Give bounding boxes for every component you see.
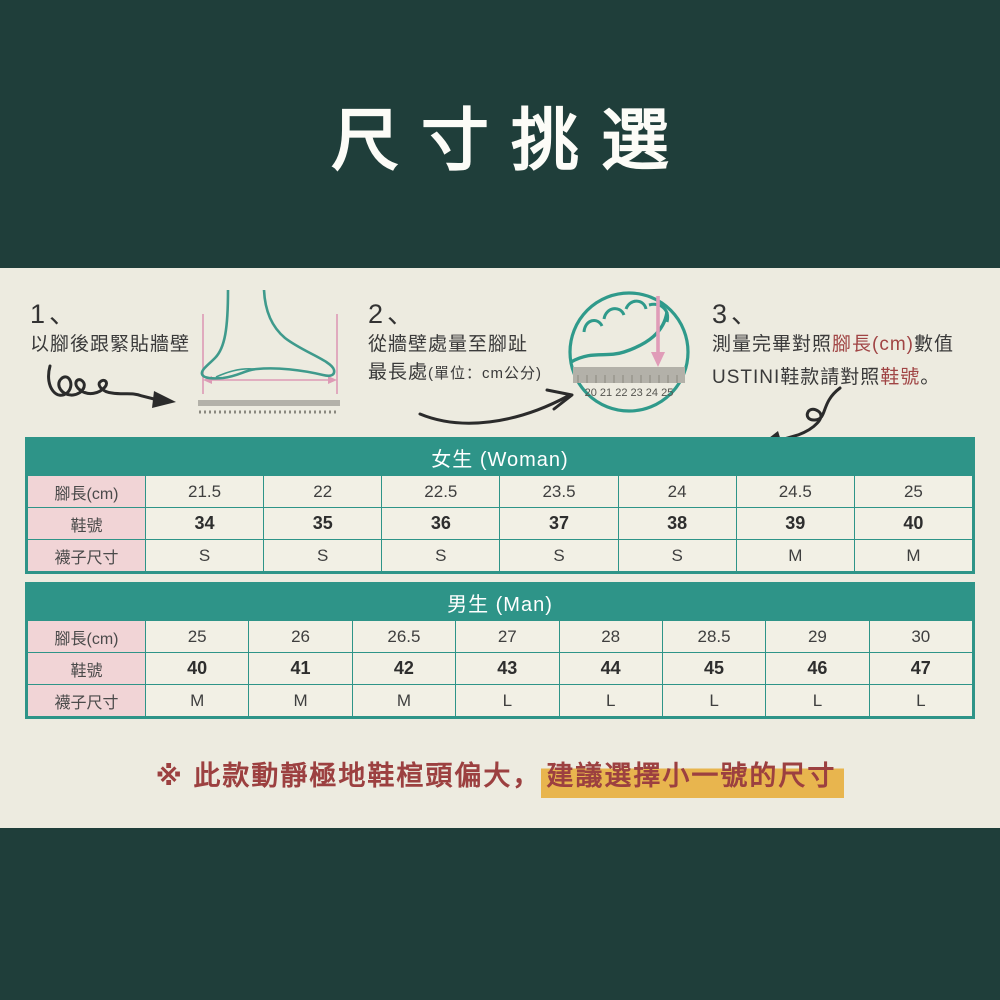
woman-table-body: 腳長(cm) 21.5 22 22.5 23.5 24 24.5 25 鞋號 34 35 36 37 38… (27, 475, 974, 572)
ruler-numbers: 20 21 22 23 24 25 (585, 387, 674, 399)
table-row: 襪子尺寸 M M M L L L L L (27, 684, 974, 717)
ruler-zoom-illustration: 20 21 22 23 24 25 (568, 291, 690, 413)
step-3-line1-post: 數值 (914, 334, 955, 355)
value-cell: 42 (351, 652, 457, 685)
value-cell: L (765, 684, 870, 717)
value-cell: 39 (735, 507, 855, 540)
man-table-grid: 腳長(cm) 25 26 26.5 27 28 28.5 29 30 鞋號 40 41 42 43 44 45… (27, 620, 974, 717)
man-size-table: 男生 (Man) 腳長(cm) 25 26 26.5 27 28 28.5 29 30 鞋號 40 4… (25, 582, 975, 719)
row-label: 鞋號 (27, 652, 146, 685)
step-3-line1-red: 腳長(cm) (832, 334, 914, 355)
step-3-line1: 測量完畢對照腳長(cm)數值 (712, 331, 954, 359)
value-cell: L (558, 684, 663, 717)
value-cell: S (263, 539, 383, 572)
value-cell: 22 (263, 475, 383, 508)
value-cell: 29 (765, 620, 870, 653)
table-row: 襪子尺寸 S S S S S M M (27, 539, 974, 572)
table-row: 腳長(cm) 21.5 22 22.5 23.5 24 24.5 25 (27, 475, 974, 508)
value-cell: 47 (868, 652, 974, 685)
value-cell: 37 (499, 507, 619, 540)
step-2: 2、 從牆壁處量至腳趾 最長處(單位：cm公分) (368, 292, 542, 388)
value-cell: 24 (617, 475, 737, 508)
value-cell: 26 (248, 620, 353, 653)
step-1-number: 1、 (30, 299, 81, 329)
value-cell: 36 (381, 507, 501, 540)
step-2-line2: 最長處(單位：cm公分) (368, 359, 542, 388)
value-cell: 25 (853, 475, 974, 508)
step-1-text: 以腳後跟緊貼牆壁 (30, 334, 191, 355)
value-cell: 23.5 (499, 475, 619, 508)
top-banner: 尺寸挑選 (0, 0, 1000, 268)
value-cell: 34 (144, 507, 265, 540)
value-cell: 28 (558, 620, 663, 653)
table-row: 鞋號 34 35 36 37 38 39 40 (27, 507, 974, 540)
bottom-band (0, 828, 1000, 1000)
step-2-line1: 從牆壁處量至腳趾 (368, 334, 529, 355)
step-3: 3、 測量完畢對照腳長(cm)數值 USTINI鞋款請對照鞋號。 (712, 292, 954, 392)
row-label: 襪子尺寸 (27, 684, 146, 717)
value-cell: 43 (455, 652, 560, 685)
size-note-text: ※ 此款動靜極地鞋楦頭偏大， (155, 761, 542, 791)
step-2-line2-note: (單位：cm公分) (428, 365, 543, 382)
size-note: ※ 此款動靜極地鞋楦頭偏大， 建議選擇小一號的尺寸 (0, 754, 1000, 798)
row-label: 襪子尺寸 (27, 539, 146, 572)
step-3-number: 3、 (712, 299, 763, 329)
step-2-number: 2、 (368, 299, 419, 329)
curved-arrow-icon (418, 388, 574, 425)
man-table-title: 男生 (Man) (27, 584, 973, 620)
value-cell: 41 (248, 652, 353, 685)
value-cell: L (661, 684, 767, 717)
value-cell: 24.5 (735, 475, 855, 508)
woman-size-table: 女生 (Woman) 腳長(cm) 21.5 22 22.5 23.5 24 24.5 25 鞋… (25, 437, 975, 574)
value-cell: L (868, 684, 974, 717)
value-cell: 44 (558, 652, 663, 685)
content-panel: 1、 以腳後跟緊貼牆壁 2、 從牆壁處量至腳趾 最長處(單位：cm公分) (0, 268, 1000, 828)
value-cell: 35 (263, 507, 383, 540)
step-3-line2-pre: USTINI鞋款請對照 (712, 367, 881, 388)
value-cell: 28.5 (661, 620, 767, 653)
value-cell: M (248, 684, 353, 717)
woman-table-grid: 腳長(cm) 21.5 22 22.5 23.5 24 24.5 25 鞋號 34 35 36 37 38… (27, 475, 974, 572)
row-label: 腳長(cm) (27, 620, 146, 653)
squiggle-arrow-icon (47, 364, 176, 408)
page-title: 尺寸挑選 (330, 102, 691, 179)
foot-side-illustration (198, 290, 340, 414)
value-cell: S (499, 539, 619, 572)
value-cell: 25 (144, 620, 250, 653)
value-cell: 30 (868, 620, 974, 653)
curly-arrow-icon (761, 386, 842, 444)
value-cell: 27 (455, 620, 560, 653)
value-cell: 46 (765, 652, 870, 685)
value-cell: 38 (617, 507, 737, 540)
value-cell: M (853, 539, 974, 572)
step-2-line2-main: 最長處 (368, 362, 429, 383)
value-cell: M (351, 684, 457, 717)
table-row: 鞋號 40 41 42 43 44 45 46 47 (27, 652, 974, 685)
man-table-body: 腳長(cm) 25 26 26.5 27 28 28.5 29 30 鞋號 40 41 42 43 44 45… (27, 620, 974, 717)
value-cell: M (144, 684, 250, 717)
value-cell: S (617, 539, 737, 572)
value-cell: 40 (853, 507, 974, 540)
value-cell: L (455, 684, 560, 717)
step-3-line2: USTINI鞋款請對照鞋號。 (712, 364, 954, 392)
step-3-line2-post: 。 (920, 367, 941, 388)
value-cell: M (735, 539, 855, 572)
woman-table-title: 女生 (Woman) (27, 439, 973, 475)
row-label: 鞋號 (27, 507, 146, 540)
value-cell: 45 (661, 652, 767, 685)
value-cell: 21.5 (144, 475, 265, 508)
size-note-highlight: 建議選擇小一號的尺寸 (541, 761, 845, 798)
step-3-line1-pre: 測量完畢對照 (712, 334, 833, 355)
value-cell: S (381, 539, 501, 572)
row-label: 腳長(cm) (27, 475, 146, 508)
value-cell: 22.5 (381, 475, 501, 508)
value-cell: 26.5 (351, 620, 457, 653)
step-1: 1、 以腳後跟緊貼牆壁 (30, 292, 190, 359)
step-3-line2-red: 鞋號 (880, 367, 921, 388)
value-cell: S (144, 539, 265, 572)
table-row: 腳長(cm) 25 26 26.5 27 28 28.5 29 30 (27, 620, 974, 653)
value-cell: 40 (144, 652, 250, 685)
